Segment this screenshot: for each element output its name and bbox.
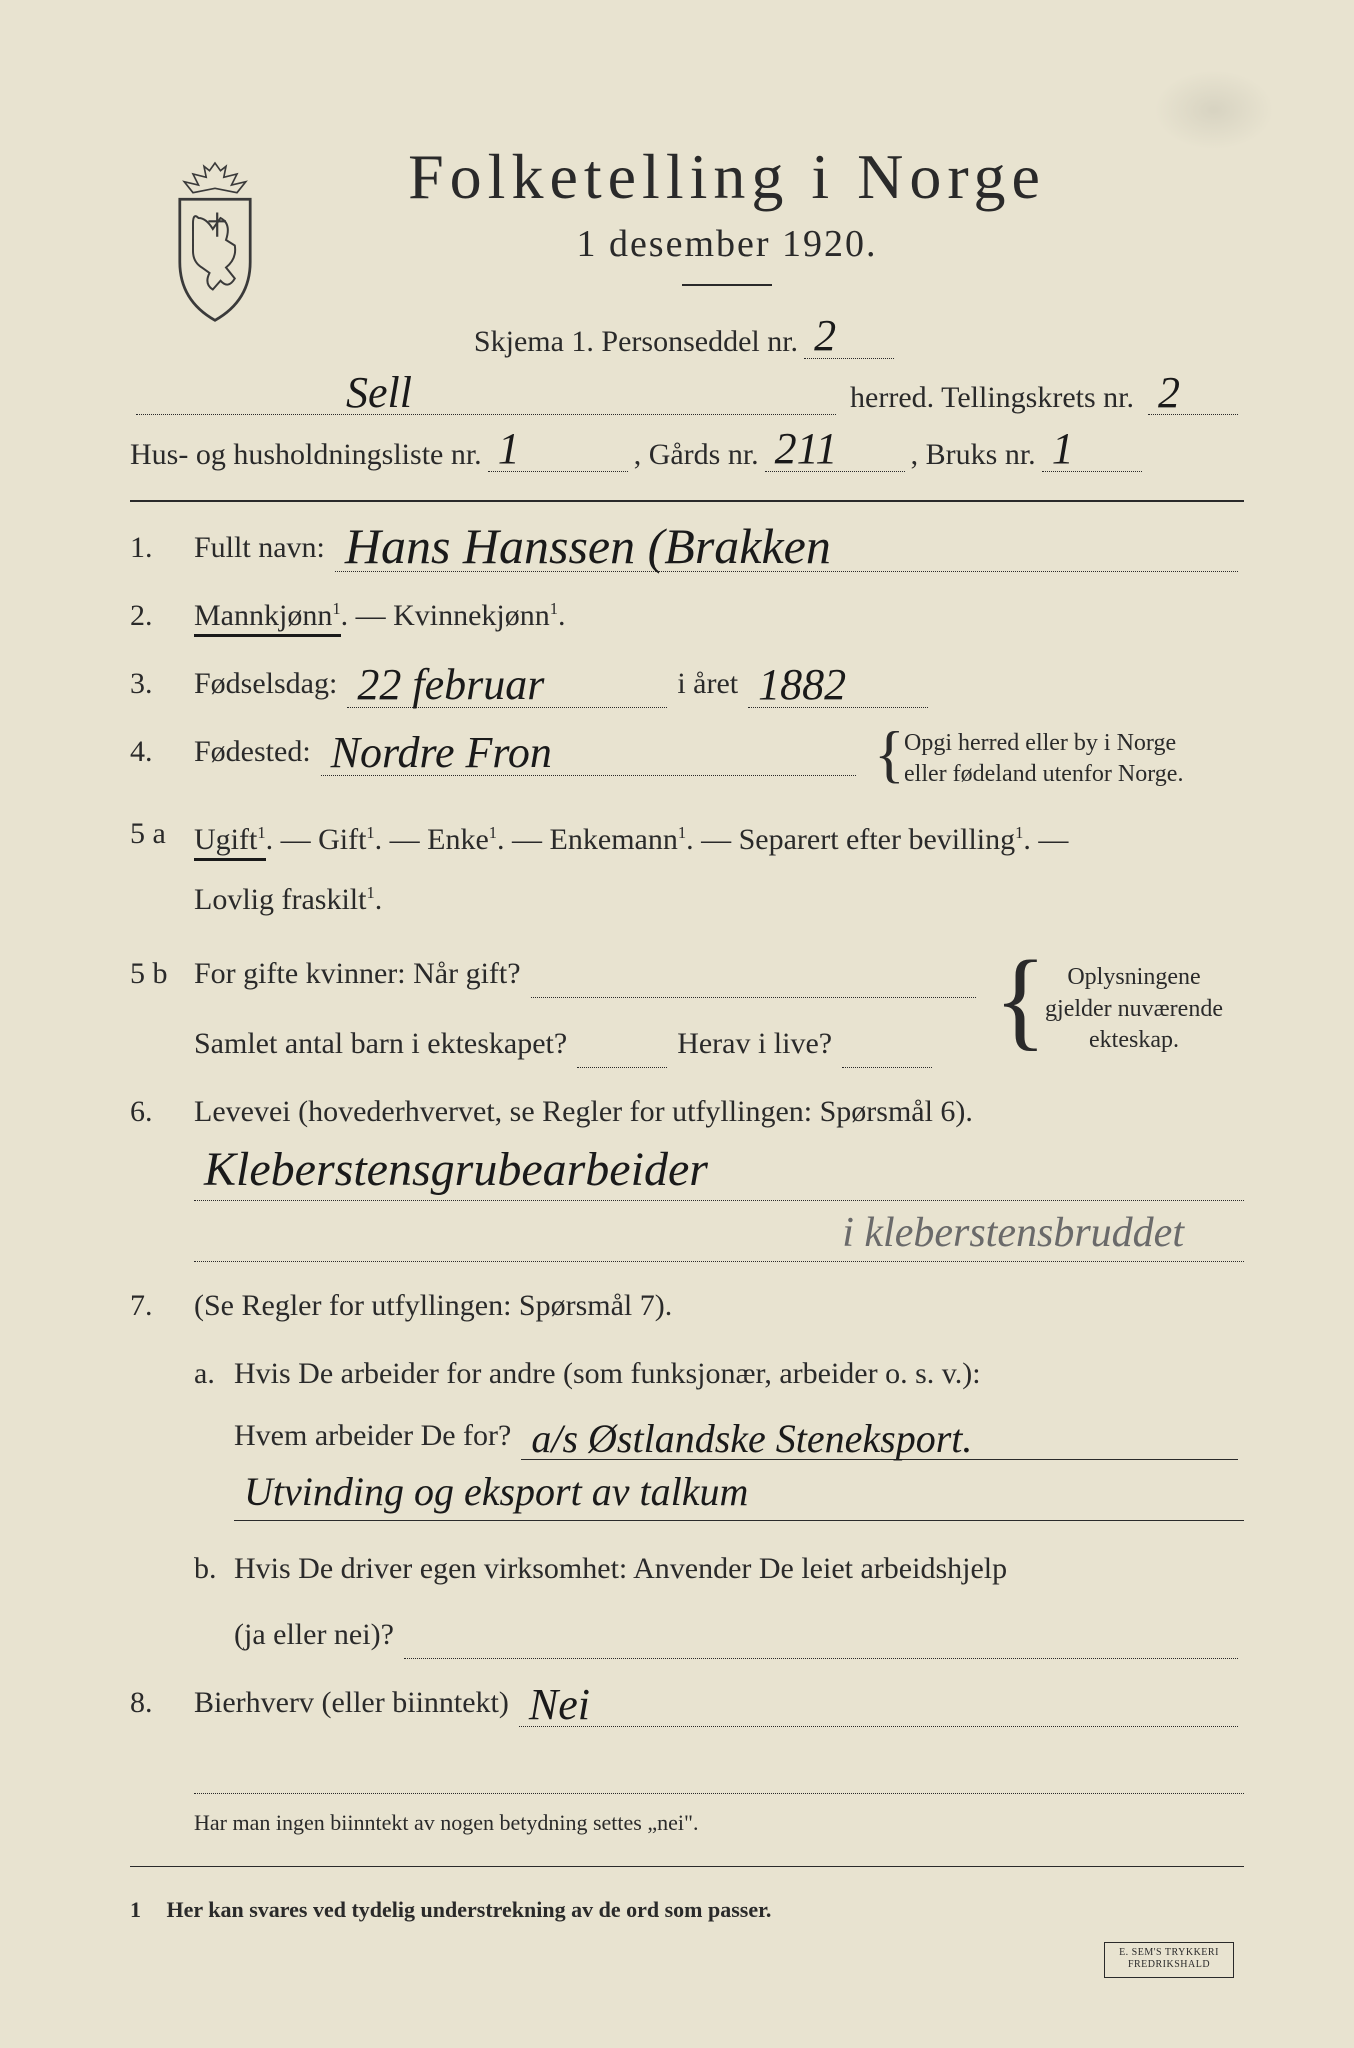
q8-value: Nei (519, 1685, 600, 1727)
q7a-value1: a/s Østlandske Steneksport. (521, 1421, 982, 1459)
q5b-note: Oplysningene gjelder nuværende ekteskap. (998, 962, 1244, 1056)
q5a-row: 5 a Ugift. — Gift. — Enke. — Enkemann. —… (130, 810, 1244, 930)
meta-row-3: Hus- og husholdningsliste nr. 1 , Gårds … (130, 429, 1244, 472)
q2-row: 2. Mannkjønn. — Kvinnekjønn. (130, 592, 1244, 640)
footnote-divider (130, 1866, 1244, 1867)
meta-row-2: Sell herred. Tellingskrets nr. 2 (130, 373, 1244, 416)
q5a-ugift: Ugift (194, 823, 266, 861)
q3-row: 3. Fødselsdag: 22 februar i året 1882 (130, 660, 1244, 708)
q4-label: Fødested: (194, 728, 311, 776)
skjema-label: Skjema 1. Personseddel nr. (474, 325, 798, 359)
q5b-l1: For gifte kvinner: Når gift? (194, 950, 521, 998)
q7a-line2-label: Hvem arbeider De for? (234, 1412, 511, 1460)
title-divider (682, 284, 772, 286)
q2-mann: Mannkjønn (194, 599, 341, 637)
title-block: Folketelling i Norge 1 desember 1920. (210, 140, 1244, 286)
census-form-page: Folketelling i Norge 1 desember 1920. Sk… (0, 0, 1354, 2048)
q5b-note1: Oplysningene (1024, 962, 1244, 993)
coat-of-arms-icon (160, 155, 270, 325)
q3-day: 22 februar (347, 665, 554, 707)
personseddel-nr: 2 (804, 316, 846, 358)
q6-num: 6. (130, 1088, 194, 1136)
q5b-barn-field (577, 1029, 667, 1068)
meta-row-1: Skjema 1. Personseddel nr. 2 (130, 316, 1244, 359)
q4-num: 4. (130, 728, 194, 776)
q1-row: 1. Fullt navn: Hans Hanssen (Brakken (130, 524, 1244, 572)
hus-label: Hus- og husholdningsliste nr. (130, 438, 482, 472)
q2-num: 2. (130, 592, 194, 640)
q4-row: 4. Fødested: Nordre Fron Opgi herred ell… (130, 728, 1244, 790)
q5b-num: 5 b (130, 950, 194, 998)
q4-value: Nordre Fron (321, 733, 562, 775)
gards-nr: 211 (765, 429, 848, 471)
printer-stamp: E. SEM'S TRYKKERI FREDRIKSHALD (1104, 1942, 1234, 1978)
q7-row: 7. (Se Regler for utfyllingen: Spørsmål … (130, 1282, 1244, 1659)
q7b-line1: Hvis De driver egen virksomhet: Anvender… (234, 1545, 1244, 1593)
q5a-num: 5 a (130, 810, 194, 858)
q7a-line1: Hvis De arbeider for andre (som funksjon… (234, 1350, 1244, 1398)
q6-value1: Kleberstensgrubearbeider (194, 1143, 718, 1198)
q5b-row: 5 b For gifte kvinner: Når gift? Samlet … (130, 950, 1244, 1068)
q8-row: 8. Bierhverv (eller biinntekt) Nei (130, 1679, 1244, 1727)
tellingskrets-nr: 2 (1148, 373, 1190, 415)
q2-kvinne: Kvinnekjønn (393, 599, 558, 632)
q1-full-name: Hans Hanssen (Brakken (335, 524, 841, 571)
q5b-note3: ekteskap. (1024, 1025, 1244, 1056)
q5b-gift-field (531, 959, 976, 998)
q7b-field (404, 1620, 1238, 1659)
printer-line1: E. SEM'S TRYKKERI (1105, 1947, 1233, 1959)
q3-mid: i året (677, 660, 738, 708)
q5b-note2: gjelder nuværende (1024, 994, 1244, 1025)
q7b-letter: b. (194, 1545, 234, 1659)
q1-label: Fullt navn: (194, 524, 325, 572)
fn-num: 1 (130, 1897, 141, 1922)
q5a-lovlig: Lovlig fraskilt (194, 883, 375, 916)
q8-label: Bierhverv (eller biinntekt) (194, 1679, 509, 1727)
main-title: Folketelling i Norge (210, 140, 1244, 214)
footer-note: Har man ingen biinntekt av nogen betydni… (194, 1810, 1244, 1836)
fn-text: Her kan svares ved tydelig understreknin… (167, 1897, 772, 1922)
q5b-l2a: Samlet antal barn i ekteskapet? (194, 1020, 567, 1068)
q3-label: Fødselsdag: (194, 660, 337, 708)
q1-num: 1. (130, 524, 194, 572)
footnote-1: 1 Her kan svares ved tydelig understrekn… (130, 1897, 1244, 1923)
herred-name: Sell (336, 373, 422, 415)
q7a-value2: Utvinding og eksport av talkum (234, 1469, 758, 1516)
q5b-live-field (842, 1029, 932, 1068)
q3-num: 3. (130, 660, 194, 708)
q4-note: Opgi herred eller by i Norge eller fødel… (878, 728, 1244, 790)
q6-row: 6. Levevei (hovederhvervet, se Regler fo… (130, 1088, 1244, 1262)
subtitle-date: 1 desember 1920. (210, 222, 1244, 266)
q7-label: (Se Regler for utfyllingen: Spørsmål 7). (194, 1282, 1244, 1330)
q7b-line2: (ja eller nei)? (234, 1611, 394, 1659)
q5b-l2b: Herav i live? (677, 1020, 832, 1068)
gards-label: , Gårds nr. (634, 438, 759, 472)
q5a-separert: Separert efter bevilling (739, 823, 1024, 856)
q5a-enke: Enke (427, 823, 497, 856)
q7a-letter: a. (194, 1350, 234, 1521)
bruks-nr: 1 (1042, 429, 1084, 471)
q3-year: 1882 (748, 665, 856, 707)
herred-label: herred. Tellingskrets nr. (850, 381, 1134, 415)
q7-num: 7. (130, 1282, 194, 1330)
q8-line2 (194, 1755, 1244, 1794)
printer-line2: FREDRIKSHALD (1105, 1959, 1233, 1971)
q5a-enkemann: Enkemann (550, 823, 687, 856)
q2-dash: — (356, 599, 394, 632)
q6-value2: i kleberstensbruddet (832, 1210, 1244, 1258)
bruks-label: , Bruks nr. (911, 438, 1036, 472)
q8-num: 8. (130, 1679, 194, 1727)
main-divider (130, 500, 1244, 502)
q6-label: Levevei (hovederhvervet, se Regler for u… (194, 1088, 1244, 1136)
q4-note1: Opgi herred eller by i Norge (904, 728, 1244, 759)
hus-nr: 1 (488, 429, 530, 471)
q5a-gift: Gift (318, 823, 375, 856)
q4-note2: eller fødeland utenfor Norge. (904, 759, 1244, 790)
